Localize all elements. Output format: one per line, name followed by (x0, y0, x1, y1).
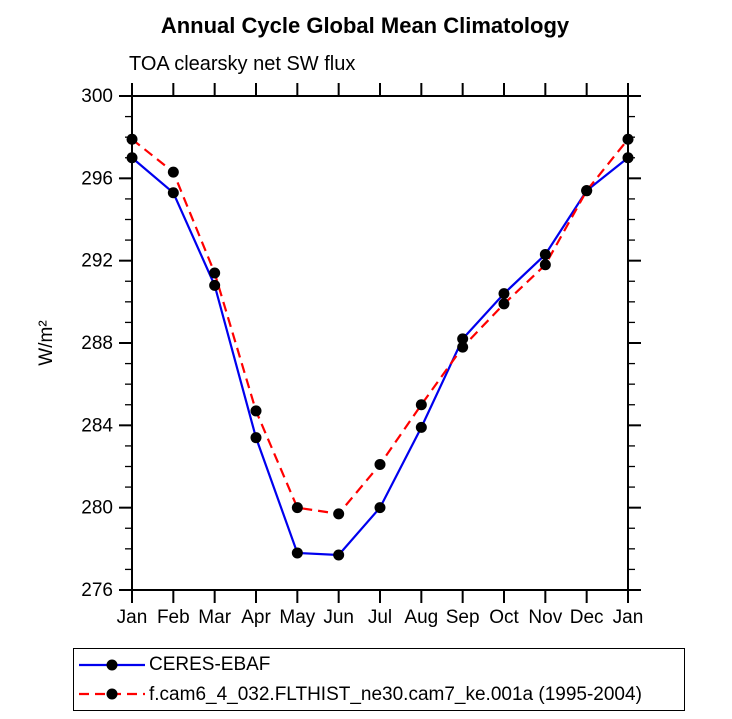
data-point-marker-1 (622, 133, 634, 145)
data-point-marker-0 (415, 421, 427, 433)
data-point-marker-1 (209, 267, 221, 279)
legend-item-model: f.cam6_4_032.FLTHIST_ne30.cam7_ke.001a (… (79, 680, 684, 708)
data-point-marker-0 (250, 432, 262, 444)
data-point-marker-1 (415, 399, 427, 411)
x-axis-tick-label: Apr (241, 607, 271, 628)
legend-marker-dot (106, 659, 118, 671)
x-axis-tick-label: Aug (404, 607, 438, 628)
x-axis-tick-label: Dec (570, 607, 604, 628)
y-axis-tick-label: 292 (81, 251, 113, 272)
data-point-marker-1 (291, 502, 303, 514)
legend-marker-dot (106, 688, 118, 700)
data-point-marker-1 (167, 166, 179, 178)
y-axis-tick-label: 296 (81, 168, 113, 189)
chart-legend: CERES-EBAF f.cam6_4_032.FLTHIST_ne30.cam… (73, 648, 685, 711)
legend-swatch-dashed-red-line (79, 688, 145, 700)
x-axis-tick-label: Jul (368, 607, 392, 628)
x-axis-tick-label: Oct (489, 607, 519, 628)
data-point-marker-0 (291, 547, 303, 559)
data-point-marker-0 (209, 279, 221, 291)
data-point-marker-0 (498, 288, 510, 300)
data-point-marker-1 (333, 508, 345, 520)
data-point-marker-1 (539, 259, 551, 271)
data-point-marker-0 (457, 333, 469, 345)
data-point-marker-1 (498, 298, 510, 310)
chart-subtitle: TOA clearsky net SW flux (129, 53, 356, 75)
data-point-marker-1 (581, 185, 593, 197)
y-axis-tick-label: 284 (81, 415, 113, 436)
data-point-marker-0 (539, 248, 551, 260)
y-axis-title: W/m² (36, 320, 57, 365)
y-axis-tick-label: 280 (81, 498, 113, 519)
data-point-marker-1 (250, 405, 262, 417)
series-line-0 (131, 156, 629, 557)
data-point-marker-0 (167, 187, 179, 199)
x-axis-tick-label: Feb (157, 607, 190, 628)
x-axis-tick-label: Sep (446, 607, 480, 628)
plot-frame (131, 95, 629, 591)
data-point-marker-1 (126, 133, 138, 145)
x-axis-tick-label: Jan (613, 607, 644, 628)
legend-label-ceres: CERES-EBAF (149, 654, 271, 676)
data-point-marker-0 (374, 502, 386, 514)
x-axis-tick-label: Mar (198, 607, 231, 628)
y-axis-tick-label: 300 (81, 86, 113, 107)
y-axis-tick-label: 288 (81, 333, 113, 354)
series-line-1 (131, 138, 629, 516)
x-axis-tick-label: Nov (528, 607, 562, 628)
x-axis-tick-label: Jan (117, 607, 148, 628)
legend-label-model: f.cam6_4_032.FLTHIST_ne30.cam7_ke.001a (… (149, 683, 642, 705)
data-point-marker-0 (333, 549, 345, 561)
x-axis-tick-label: May (279, 607, 315, 628)
legend-swatch-solid-blue-line (79, 659, 145, 671)
legend-item-ceres: CERES-EBAF (79, 651, 684, 679)
chart-title: Annual Cycle Global Mean Climatology (160, 13, 570, 38)
data-point-marker-0 (126, 152, 138, 164)
data-point-marker-0 (622, 152, 634, 164)
x-axis-tick-label: Jun (323, 607, 354, 628)
data-point-marker-1 (457, 341, 469, 353)
data-point-marker-1 (374, 458, 386, 470)
y-axis-tick-label: 276 (81, 580, 113, 601)
